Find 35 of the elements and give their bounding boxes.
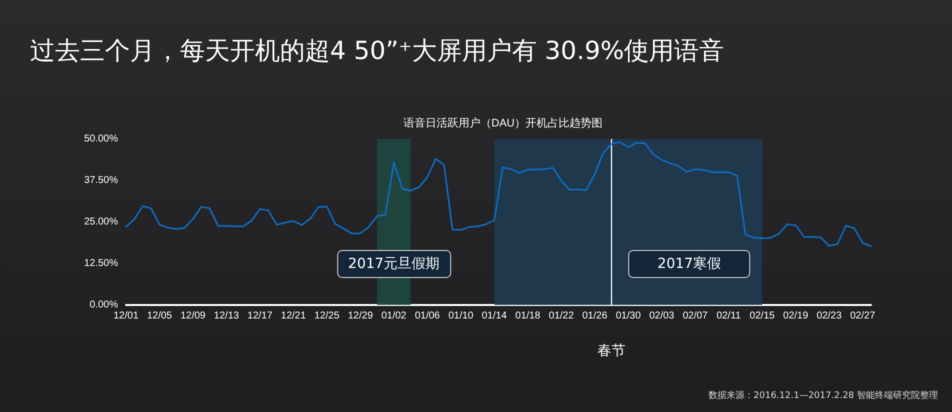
y-tick-label: 25.00%	[84, 216, 118, 228]
x-tick-label: 01/22	[548, 310, 574, 322]
x-tick-label: 02/11	[716, 310, 742, 322]
x-tick-label: 12/13	[214, 310, 240, 322]
x-tick-label: 12/01	[113, 310, 139, 322]
x-tick-label: 01/18	[515, 310, 541, 322]
x-tick-label: 02/15	[750, 310, 776, 322]
x-tick-label: 12/05	[146, 310, 172, 322]
source-note: 数据来源：2016.12.1—2017.2.28 智能终端研究院整理	[708, 390, 938, 402]
ref-line-label: 春节	[598, 342, 626, 358]
x-tick-label: 02/03	[649, 310, 675, 322]
line-series	[125, 141, 872, 248]
x-tick-label: 01/02	[381, 310, 407, 322]
chart-subtitle: 语音日活跃用户（DAU）开机占比趋势图	[403, 116, 603, 130]
x-tick-label: 01/30	[616, 310, 642, 322]
x-tick-label: 01/10	[448, 310, 474, 322]
x-tick-label: 02/23	[816, 310, 842, 322]
x-tick-label: 02/19	[783, 310, 809, 322]
y-tick-label: 0.00%	[90, 300, 118, 310]
x-tick-label: 12/25	[314, 310, 340, 322]
y-tick-label: 37.50%	[84, 175, 118, 186]
y-tick-label: 50.00%	[84, 134, 118, 144]
y-tick-label: 12.50%	[84, 258, 118, 269]
x-tick-label: 01/06	[414, 310, 440, 322]
label-box: 2017元旦假期	[337, 250, 451, 278]
x-tick-label: 02/07	[682, 310, 708, 322]
chart-title: 过去三个月，每天开机的超4 50”⁺大屏用户有 30.9%使用语音	[30, 35, 724, 67]
x-tick-label: 12/17	[247, 310, 273, 322]
label-box: 2017寒假	[628, 250, 750, 278]
x-tick-label: 12/09	[180, 310, 206, 322]
x-tick-label: 01/26	[582, 310, 608, 322]
x-tick-label: 01/14	[482, 310, 508, 322]
x-tick-label: 12/29	[348, 310, 374, 322]
x-tick-label: 02/27	[850, 310, 876, 322]
x-tick-label: 12/21	[280, 310, 306, 322]
